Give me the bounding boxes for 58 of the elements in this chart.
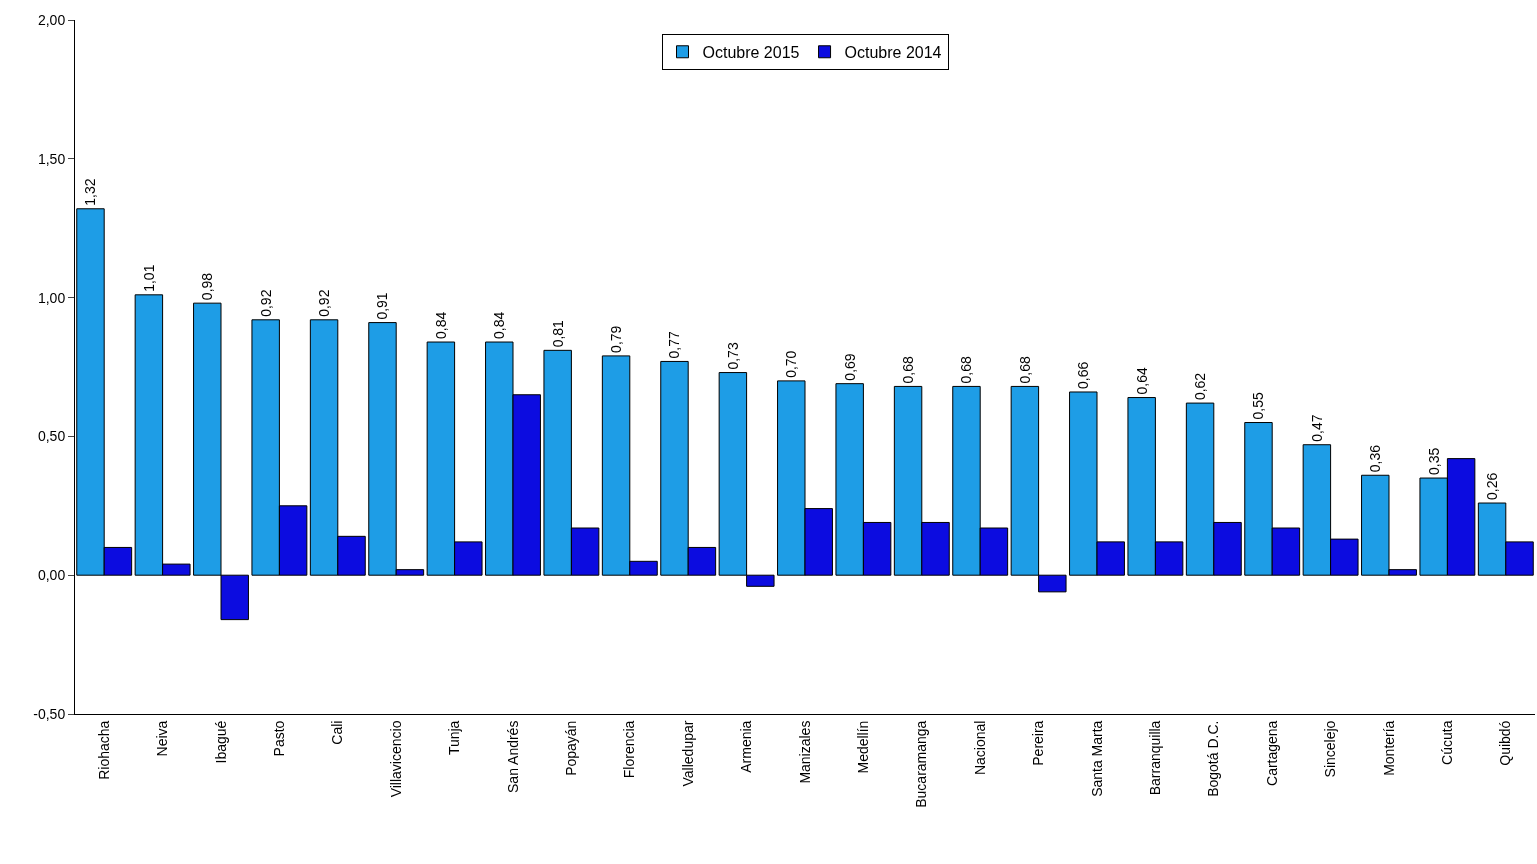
x-tick-label: Pereira bbox=[1030, 720, 1047, 766]
x-tick-label: San Andrés bbox=[504, 720, 521, 793]
x-tick-label: Cali bbox=[329, 720, 346, 745]
x-tick-label: Barranquilla bbox=[1146, 720, 1163, 796]
data-label: 0,84 bbox=[491, 311, 508, 340]
data-label: 0,64 bbox=[1133, 367, 1150, 395]
data-label: 0,36 bbox=[1367, 444, 1384, 473]
data-label: 0,70 bbox=[783, 350, 800, 378]
x-tick-label: Armenia bbox=[738, 720, 755, 773]
y-tick-label: -0,50 bbox=[33, 705, 66, 722]
x-tick-label: Santa Marta bbox=[1088, 720, 1105, 797]
data-label: 1,32 bbox=[82, 178, 99, 206]
x-tick-label: Florencia bbox=[621, 720, 638, 779]
data-label: 0,69 bbox=[841, 353, 858, 381]
data-label: 0,92 bbox=[257, 289, 274, 317]
x-tick-label: Popayán bbox=[562, 720, 579, 776]
x-tick-label: Ibagué bbox=[212, 720, 229, 764]
y-tick-label: 0,50 bbox=[37, 428, 66, 445]
data-label: 0,47 bbox=[1308, 414, 1325, 442]
data-label: 0,62 bbox=[1192, 372, 1209, 401]
x-tick-label: Pasto bbox=[270, 720, 287, 757]
data-label: 0,68 bbox=[958, 355, 975, 384]
x-tick-label: Montería bbox=[1380, 720, 1397, 776]
data-label: 0,55 bbox=[1250, 392, 1267, 420]
legend-label: Octubre 2015 bbox=[702, 44, 800, 62]
data-label: 0,81 bbox=[549, 319, 566, 348]
x-tick-label: Manizales bbox=[796, 720, 813, 784]
data-label: 0,77 bbox=[666, 331, 683, 359]
data-label: 1,01 bbox=[140, 264, 157, 292]
legend-label: Octubre 2014 bbox=[844, 44, 942, 62]
data-label: 0,98 bbox=[199, 272, 216, 301]
data-label: 0,91 bbox=[374, 292, 391, 320]
x-tick-label: Bogotá D.C. bbox=[1205, 720, 1222, 797]
data-label: 0,68 bbox=[900, 355, 917, 384]
x-tick-label: Tunja bbox=[446, 720, 463, 756]
x-tick-label: Riohacha bbox=[95, 720, 112, 780]
x-tick-label: Villavicencio bbox=[387, 720, 404, 798]
x-tick-label: Valledupar bbox=[679, 720, 696, 787]
x-tick-label: Cúcuta bbox=[1438, 720, 1455, 765]
data-label: 0,92 bbox=[316, 289, 333, 317]
y-tick-label: 1,50 bbox=[37, 150, 66, 167]
y-tick-label: 0,00 bbox=[37, 567, 66, 584]
x-tick-label: Neiva bbox=[154, 720, 171, 757]
data-label: 0,66 bbox=[1075, 361, 1092, 389]
x-tick-label: Sincelejo bbox=[1322, 720, 1339, 778]
x-tick-label: Nacional bbox=[971, 720, 988, 776]
data-label: 0,73 bbox=[724, 342, 741, 370]
x-tick-label: Medellín bbox=[854, 720, 871, 774]
data-label: 0,26 bbox=[1484, 472, 1501, 501]
data-label: 0,79 bbox=[608, 325, 625, 353]
x-tick-label: Bucaramanga bbox=[913, 720, 930, 808]
y-tick-label: 1,00 bbox=[37, 289, 66, 306]
data-label: 0,84 bbox=[432, 311, 449, 340]
x-tick-label: Cartagena bbox=[1263, 720, 1280, 786]
data-label: 0,35 bbox=[1425, 447, 1442, 476]
x-tick-label: Quibdó bbox=[1497, 720, 1514, 766]
data-label: 0,68 bbox=[1016, 355, 1033, 384]
y-tick-label: 2,00 bbox=[37, 11, 66, 28]
